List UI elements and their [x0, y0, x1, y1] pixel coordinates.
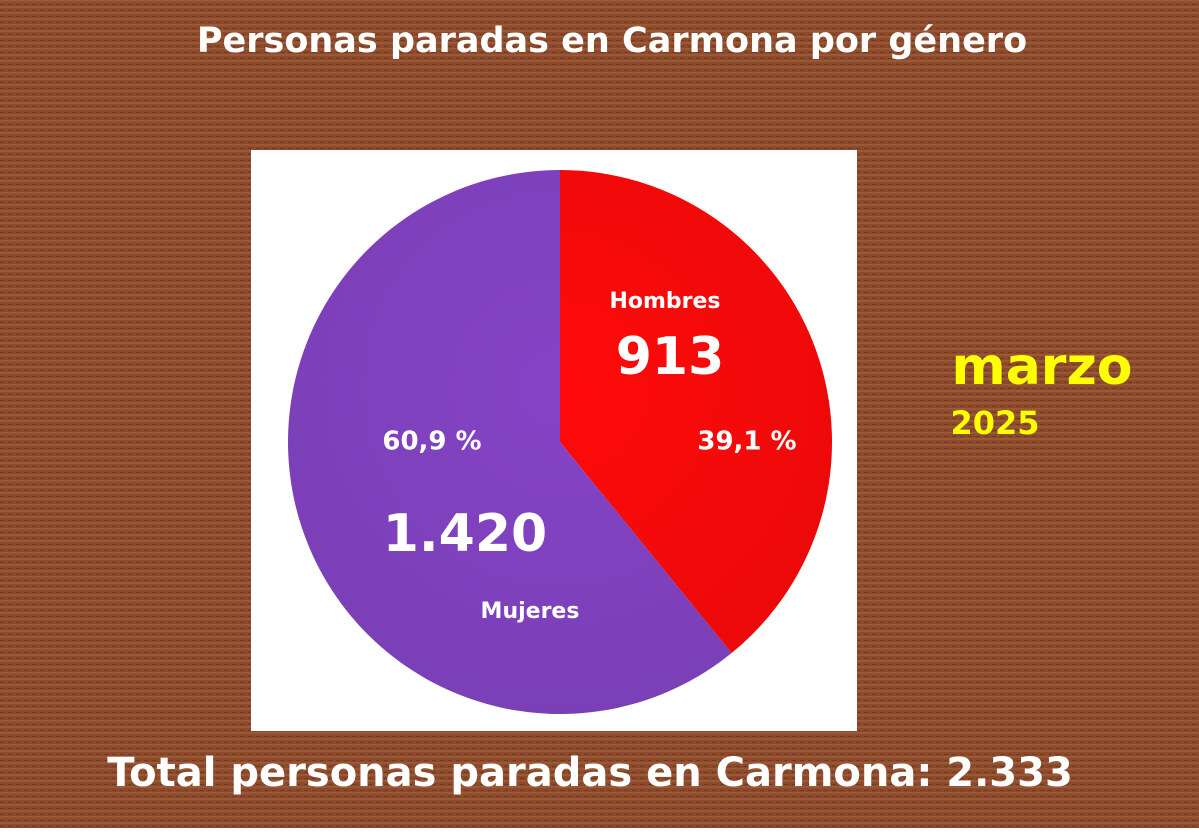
total-label: Total personas paradas en Carmona: 2.333: [107, 750, 1073, 796]
slice-name: Hombres: [609, 289, 720, 314]
slice-percentage: 60,9 %: [382, 427, 481, 457]
chart-title: Personas paradas en Carmona por género: [197, 21, 1027, 61]
slice-percentage: 39,1 %: [697, 427, 796, 457]
slice-value: 1.420: [383, 504, 547, 564]
pie-shading: [288, 170, 832, 714]
pie: [288, 170, 833, 714]
slice-value: 913: [616, 327, 725, 387]
year-label: 2025: [950, 404, 1039, 442]
slice-name: Mujeres: [481, 599, 580, 624]
month-label: marzo: [952, 337, 1133, 397]
